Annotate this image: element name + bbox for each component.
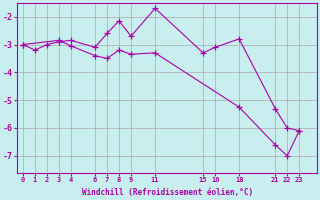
X-axis label: Windchill (Refroidissement éolien,°C): Windchill (Refroidissement éolien,°C) xyxy=(82,188,253,197)
